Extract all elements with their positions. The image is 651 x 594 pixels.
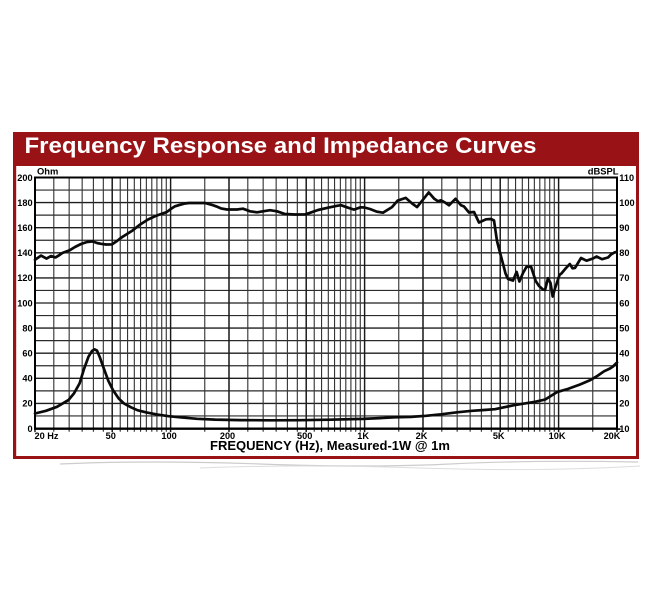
svg-text:2K: 2K <box>416 431 428 441</box>
svg-text:50: 50 <box>619 323 629 333</box>
svg-text:50: 50 <box>106 431 116 441</box>
svg-text:dBSPL: dBSPL <box>588 165 619 176</box>
svg-text:40: 40 <box>22 374 32 384</box>
svg-text:200: 200 <box>17 173 32 183</box>
svg-text:140: 140 <box>17 248 32 258</box>
svg-text:FREQUENCY (Hz), Measured-1W @: FREQUENCY (Hz), Measured-1W @ 1m <box>210 438 450 453</box>
svg-text:10K: 10K <box>549 431 566 441</box>
svg-text:20 Hz: 20 Hz <box>35 431 59 441</box>
svg-text:60: 60 <box>22 349 32 359</box>
svg-text:80: 80 <box>22 323 32 333</box>
svg-text:Ohm: Ohm <box>37 166 58 177</box>
svg-text:100: 100 <box>619 198 634 208</box>
svg-text:20: 20 <box>22 399 32 409</box>
svg-text:10: 10 <box>619 424 629 434</box>
svg-text:160: 160 <box>17 223 32 233</box>
svg-text:40: 40 <box>619 349 629 359</box>
svg-text:20: 20 <box>619 399 629 409</box>
svg-text:110: 110 <box>619 173 634 183</box>
svg-text:1K: 1K <box>357 431 369 441</box>
svg-text:90: 90 <box>619 223 629 233</box>
svg-text:20K: 20K <box>604 431 621 441</box>
svg-text:180: 180 <box>17 198 32 208</box>
svg-text:500: 500 <box>297 431 312 441</box>
svg-text:0: 0 <box>27 424 32 434</box>
svg-text:60: 60 <box>619 298 629 308</box>
svg-text:120: 120 <box>17 273 32 283</box>
svg-text:30: 30 <box>619 374 629 384</box>
svg-text:Frequency Response and Impedan: Frequency Response and Impedance Curves <box>25 133 537 158</box>
svg-text:70: 70 <box>619 273 629 283</box>
svg-text:100: 100 <box>161 431 176 441</box>
svg-text:5K: 5K <box>493 431 505 441</box>
svg-text:80: 80 <box>619 248 629 258</box>
svg-text:200: 200 <box>220 431 235 441</box>
svg-text:100: 100 <box>17 298 32 308</box>
